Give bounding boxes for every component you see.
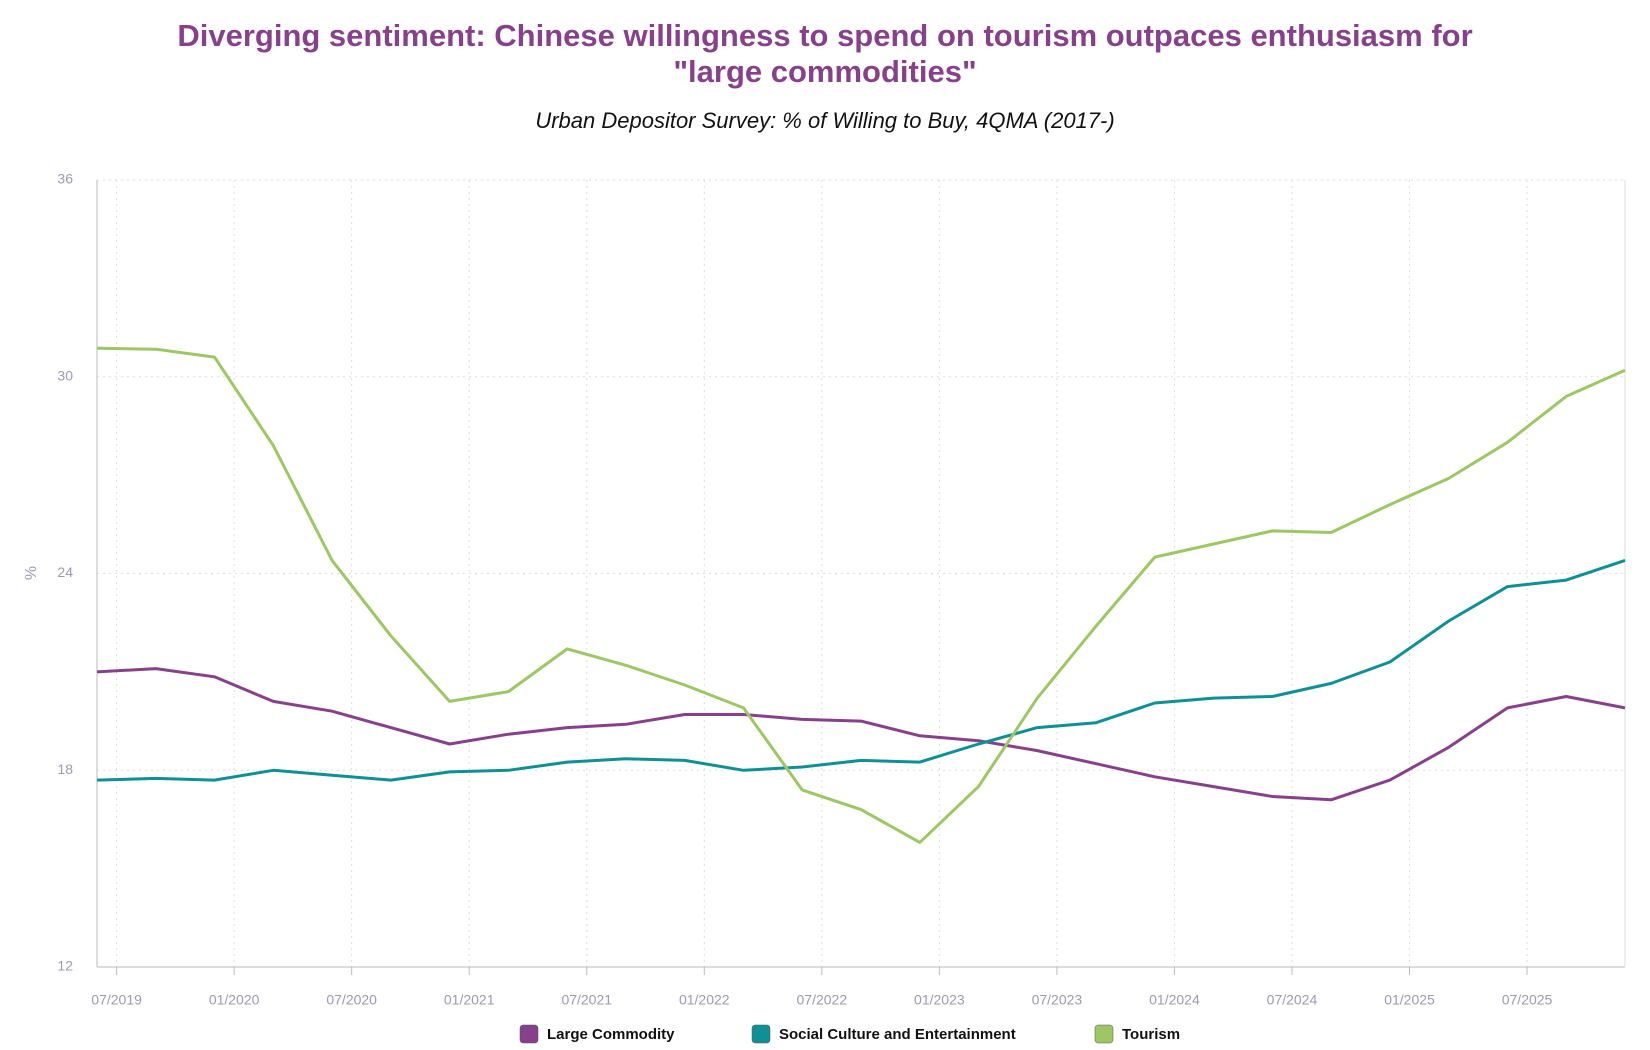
chart-title: Diverging sentiment: Chinese willingness…: [177, 18, 1472, 89]
x-tick-label: 01/2020: [209, 992, 260, 1008]
x-tick-label: 07/2024: [1267, 992, 1318, 1008]
legend-swatch: [519, 1024, 539, 1044]
x-tick-label: 07/2022: [797, 992, 848, 1008]
legend-label: Social Culture and Entertainment: [779, 1026, 1016, 1043]
x-tick-label: 07/2019: [91, 992, 142, 1008]
x-tick-label: 07/2020: [326, 992, 377, 1008]
y-tick-label: 24: [57, 564, 73, 580]
x-tick-label: 07/2023: [1032, 992, 1083, 1008]
series-line: [96, 667, 1626, 802]
x-tick-label: 01/2021: [444, 992, 495, 1008]
x-tick-label: 01/2023: [914, 992, 965, 1008]
y-tick-label: 18: [57, 761, 73, 777]
legend-swatch: [1094, 1024, 1114, 1044]
legend-label: Large Commodity: [547, 1026, 675, 1043]
x-tick-label: 07/2025: [1502, 992, 1553, 1008]
chart-subtitle: Urban Depositor Survey: % of Willing to …: [535, 108, 1114, 133]
y-tick-label: 30: [57, 367, 73, 383]
legend-label: Tourism: [1122, 1026, 1180, 1043]
series-line: [96, 558, 1626, 782]
x-tick-label: 01/2024: [1149, 992, 1200, 1008]
y-tick-label: 12: [57, 958, 73, 974]
x-tick-label: 01/2022: [679, 992, 730, 1008]
series-line: [96, 346, 1626, 844]
y-tick-label: 36: [57, 171, 73, 187]
x-tick-label: 01/2025: [1384, 992, 1435, 1008]
legend-swatch: [751, 1024, 771, 1044]
y-axis-title: %: [23, 566, 40, 580]
x-tick-label: 07/2021: [561, 992, 612, 1008]
